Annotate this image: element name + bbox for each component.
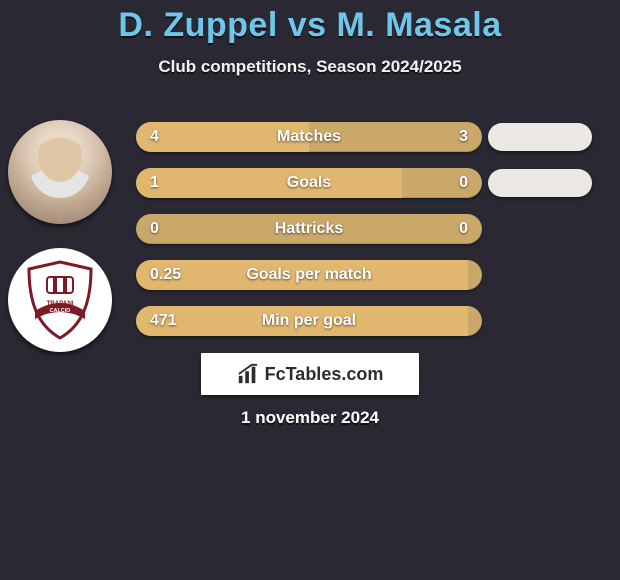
page-title: D. Zuppel vs M. Masala — [0, 0, 620, 45]
stat-row: 43Matches — [136, 122, 482, 152]
stat-label: Hattricks — [136, 214, 482, 244]
stat-row: 471Min per goal — [136, 306, 482, 336]
stat-row: 00Hattricks — [136, 214, 482, 244]
crest-text: TRAPANI — [46, 300, 73, 307]
page-subtitle: Club competitions, Season 2024/2025 — [0, 57, 620, 77]
stat-label: Goals — [136, 168, 482, 198]
stat-row: 0.25Goals per match — [136, 260, 482, 290]
player-right-avatar: TRAPANI CALCIO — [8, 248, 112, 352]
fctables-badge[interactable]: FcTables.com — [201, 353, 419, 395]
fctables-label: FcTables.com — [265, 364, 384, 385]
club-crest: TRAPANI CALCIO — [23, 259, 97, 341]
avatar-column: TRAPANI CALCIO — [8, 120, 120, 376]
ratio-pill — [488, 169, 592, 197]
ratio-pill — [488, 123, 592, 151]
stat-row: 10Goals — [136, 168, 482, 198]
snapshot-date: 1 november 2024 — [0, 408, 620, 428]
svg-text:CALCIO: CALCIO — [50, 308, 71, 314]
player-left-avatar — [8, 120, 112, 224]
chart-icon — [237, 363, 259, 385]
stat-label: Min per goal — [136, 306, 482, 336]
stat-rows: 43Matches 10Goals 00Hattricks 0.25Goals per… — [136, 122, 482, 352]
stat-label: Matches — [136, 122, 482, 152]
stat-label: Goals per match — [136, 260, 482, 290]
